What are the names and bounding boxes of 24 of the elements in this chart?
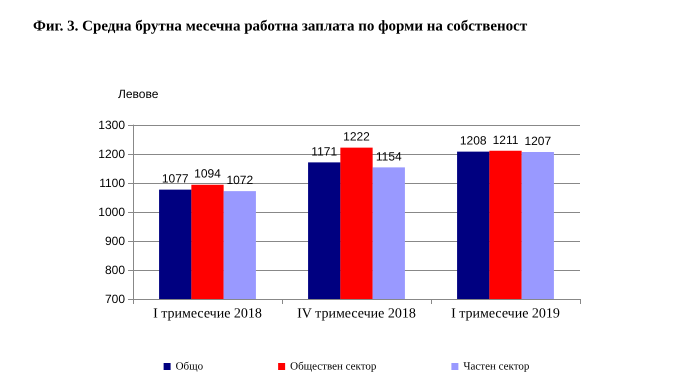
y-tick-label: 1100 bbox=[99, 176, 126, 190]
data-label: 1072 bbox=[226, 173, 254, 188]
legend-label: Общо bbox=[176, 360, 204, 372]
legend-label: Обществен сектор bbox=[290, 360, 377, 372]
data-label: 1222 bbox=[343, 130, 370, 144]
data-label: 1207 bbox=[524, 134, 552, 148]
data-label: 1094 bbox=[194, 166, 222, 181]
y-tick-label: 1200 bbox=[98, 147, 126, 161]
y-tick-label: 900 bbox=[104, 234, 126, 248]
legend-label: Частен сектор bbox=[463, 360, 530, 372]
y-axis-title: Левове bbox=[118, 87, 159, 101]
data-label: 1077 bbox=[162, 172, 189, 186]
data-label: 1211 bbox=[492, 132, 519, 147]
y-tick-label: 1000 bbox=[98, 205, 126, 219]
chart-title: Фиг. 3. Средна брутна месечна работна заплата по форми на собственост bbox=[33, 18, 528, 34]
y-tick-label: 700 bbox=[104, 292, 126, 306]
x-tick-label: I тримесечие 2018 bbox=[153, 306, 262, 322]
x-tick-label: IV тримесечие 2018 bbox=[297, 306, 416, 322]
y-tick-label: 1300 bbox=[98, 118, 126, 132]
data-label: 1171 bbox=[311, 144, 338, 158]
x-tick-label: I тримесечие 2019 bbox=[451, 306, 560, 322]
data-label: 1154 bbox=[376, 149, 402, 164]
y-tick-label: 800 bbox=[104, 263, 126, 277]
data-label: 1208 bbox=[460, 134, 487, 148]
